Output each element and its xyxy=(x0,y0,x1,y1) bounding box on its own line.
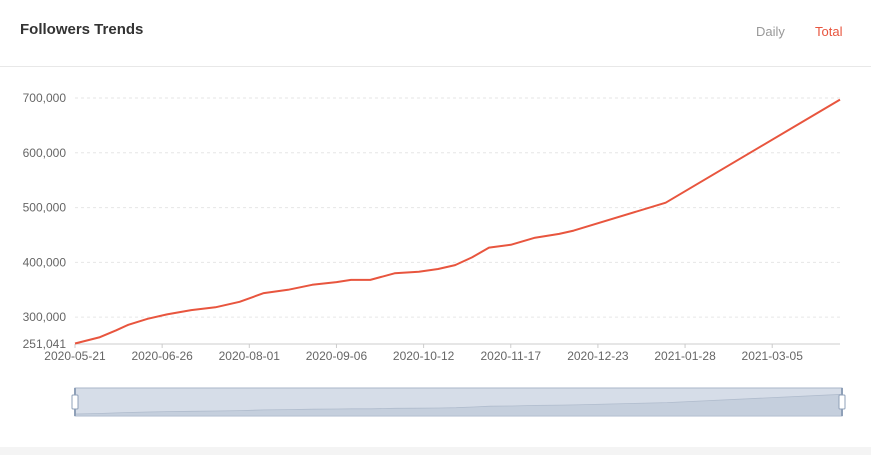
zoom-start-handle[interactable] xyxy=(71,394,79,410)
y-tick-label: 700,000 xyxy=(23,91,67,105)
x-tick-label: 2020-09-06 xyxy=(306,349,368,363)
chart-title: Followers Trends xyxy=(20,21,144,38)
y-tick-label: 500,000 xyxy=(23,201,67,215)
zoom-end-handle[interactable] xyxy=(838,394,846,410)
x-tick-label: 2020-05-21 xyxy=(44,349,106,363)
followers-series-line xyxy=(74,98,841,345)
x-tick-label: 2021-01-28 xyxy=(654,349,716,363)
card-header: Followers Trends Daily Total xyxy=(0,0,871,67)
total-toggle[interactable]: Total xyxy=(815,24,843,39)
x-tick-label: 2020-10-12 xyxy=(393,349,455,363)
footer-strip xyxy=(0,447,871,455)
x-tick-label: 2020-12-23 xyxy=(567,349,629,363)
zoom-preview-area xyxy=(74,393,843,417)
x-tick-label: 2020-08-01 xyxy=(219,349,281,363)
y-tick-label: 251,041 xyxy=(23,337,67,351)
y-tick-label: 600,000 xyxy=(23,146,67,160)
y-tick-label: 300,000 xyxy=(23,310,67,324)
x-tick-label: 2021-03-05 xyxy=(742,349,804,363)
daily-toggle[interactable]: Daily xyxy=(756,24,785,39)
y-tick-label: 400,000 xyxy=(23,255,67,269)
x-tick-label: 2020-11-17 xyxy=(481,349,542,363)
x-tick-label: 2020-06-26 xyxy=(131,349,193,363)
